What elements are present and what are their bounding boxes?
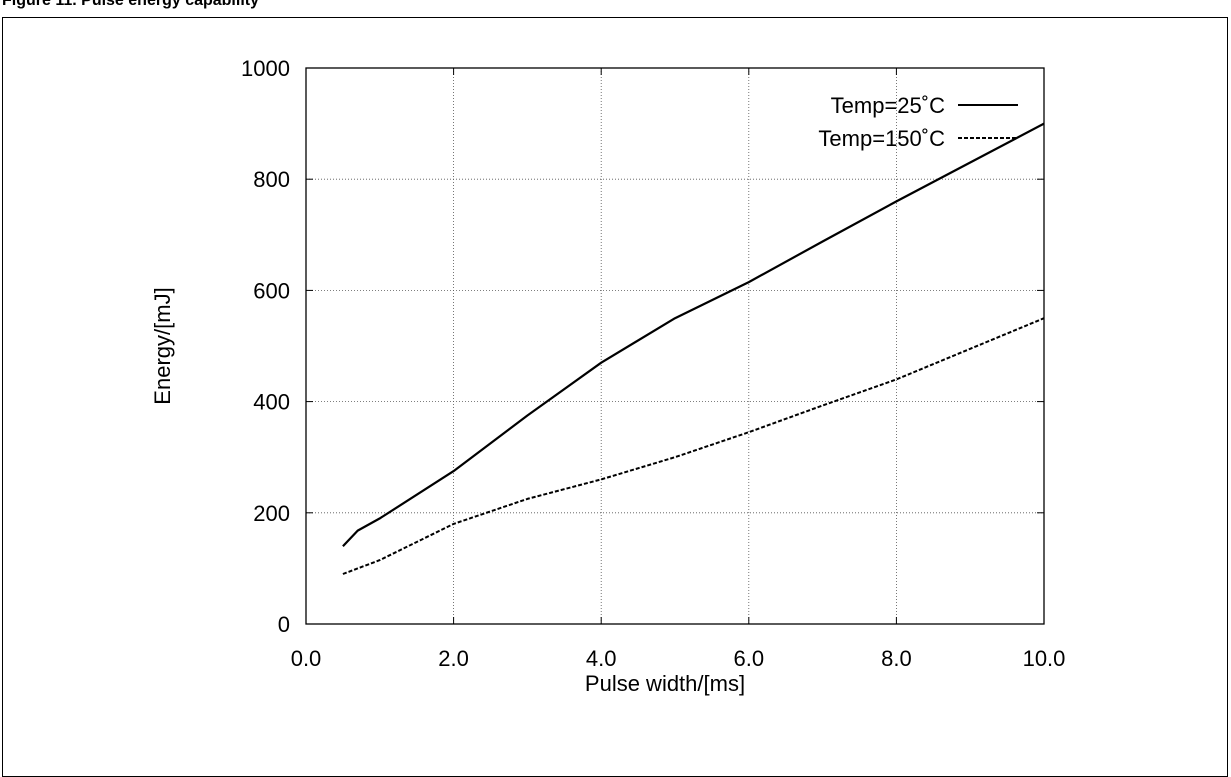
legend-label: Temp=25˚C	[831, 93, 945, 118]
legend-label: Temp=150˚C	[818, 126, 945, 151]
series-line-1	[342, 122, 1045, 547]
y-tick-label: 1000	[241, 56, 290, 81]
plot-area-border	[305, 67, 1045, 625]
y-tick-label: 600	[253, 278, 290, 303]
line-chart: 0.0 2.0 4.0 6.0 8.0 10.0 0 200 400 600 800 1000 Puls…	[150, 56, 1065, 696]
y-tick-label: 800	[253, 167, 290, 192]
series-lines	[342, 122, 1045, 575]
x-axis-title: Pulse width/[ms]	[585, 671, 745, 696]
legend: Temp=25˚C Temp=150˚C	[818, 93, 1018, 151]
x-tick-label: 8.0	[881, 646, 912, 671]
figure-caption: Figure 11. Pulse energy capability	[2, 0, 259, 9]
x-tick-label: 10.0	[1023, 646, 1066, 671]
y-tick-label: 0	[278, 612, 290, 637]
axis-ticks	[305, 67, 1045, 625]
axis-labels: 0.0 2.0 4.0 6.0 8.0 10.0 0 200 400 600 800 1000 Puls…	[150, 56, 1065, 696]
grid-lines	[306, 68, 1044, 624]
x-tick-label: 6.0	[734, 646, 765, 671]
x-tick-label: 2.0	[438, 646, 469, 671]
y-tick-label: 400	[253, 390, 290, 415]
series-line-2	[342, 317, 1045, 575]
y-tick-label: 200	[253, 501, 290, 526]
x-tick-label: 0.0	[291, 646, 322, 671]
y-axis-title: Energy/[mJ]	[150, 287, 175, 404]
x-tick-label: 4.0	[586, 646, 617, 671]
